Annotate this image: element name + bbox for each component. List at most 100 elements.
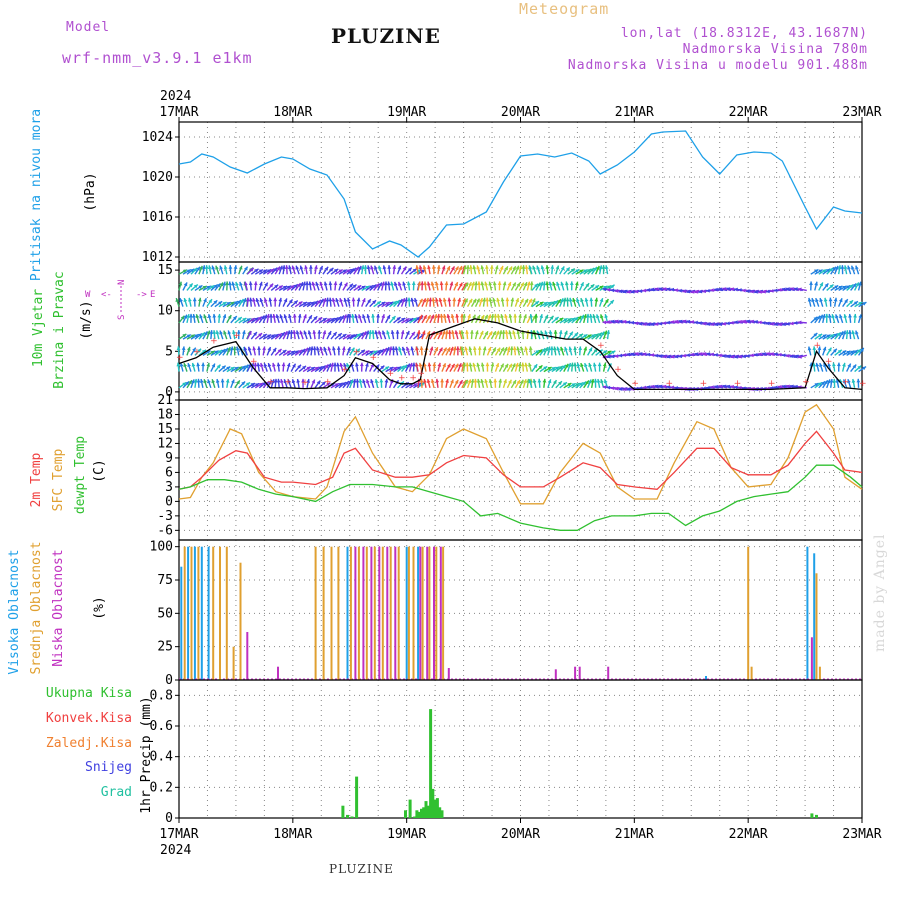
wind-arrow-head: [839, 331, 844, 336]
wind-arrow-head: [658, 354, 663, 358]
wind-arrow-head: [662, 354, 667, 359]
wind-arrow-head: [203, 298, 207, 303]
wind-arrow-head: [592, 362, 597, 367]
wind-arrow-head: [324, 266, 329, 271]
wind-arrow-head: [538, 365, 543, 370]
cloud-bar: [365, 546, 368, 680]
wind-arrow-head: [386, 281, 391, 286]
wind-arrow-head: [690, 289, 695, 294]
wind-arrow-head: [468, 298, 473, 303]
wind-arrow-head: [242, 298, 247, 303]
wind-arrow-head: [722, 321, 726, 326]
wind-arrow-head: [419, 346, 424, 351]
wind-arrow-head: [240, 299, 244, 303]
wind-arrow-head: [222, 314, 227, 319]
wind-arrow-head: [654, 322, 659, 326]
wind-arrow-head: [853, 301, 858, 305]
wind-arrow-head: [395, 330, 400, 334]
wind-arrow-head: [750, 289, 754, 294]
wind-arrow-head: [507, 282, 512, 286]
temperature-ytick-label: 0: [165, 494, 173, 509]
cloud-bar: [354, 546, 357, 680]
wind-arrow-head: [303, 330, 308, 335]
wind-arrow-head: [762, 289, 767, 294]
wind-arrow-head: [540, 330, 544, 335]
wind-arrow-head: [319, 281, 324, 286]
wind-arrow-head: [730, 384, 734, 389]
wind-arrow-head: [686, 353, 690, 358]
wind-arrow-head: [574, 332, 579, 337]
precip-bar: [417, 811, 421, 818]
wind-arrow-head: [258, 333, 263, 337]
wind-arrow-head: [307, 330, 312, 335]
wind-arrow-head: [328, 281, 333, 286]
wind-arrow-head: [206, 330, 211, 335]
wind-arrow-head: [235, 281, 239, 286]
coords-label: lon,lat (18.8312E, 43.1687N): [620, 26, 868, 41]
wind-arrow-head: [562, 382, 567, 386]
wind-arrow-head: [380, 365, 385, 370]
wind-arrow-head: [702, 289, 707, 294]
wind-arrow-head: [326, 382, 331, 387]
cloud-bar: [357, 546, 360, 680]
wind-arrow-head: [343, 297, 348, 302]
wind-arrow-head: [858, 302, 863, 306]
wind-arrow-head: [572, 298, 576, 302]
wind-arrow-head: [847, 265, 851, 270]
wind-arrow-head: [654, 287, 659, 292]
wind-arrow-head: [199, 379, 204, 383]
cloud-bar: [183, 546, 186, 680]
wind-arrow-head: [578, 346, 583, 351]
wind-arrow-head: [246, 318, 251, 322]
bottom-year: 2024: [160, 843, 191, 858]
wind-arrow-head: [706, 288, 710, 293]
wind-arrow-head: [465, 330, 469, 334]
wind-arrow-head: [454, 379, 459, 384]
wind-arrow-head: [176, 362, 181, 367]
wind-arrow-head: [567, 318, 572, 322]
cloud-bar: [187, 546, 190, 680]
wind-arrow-head: [738, 354, 743, 359]
wind-arrow-head: [460, 346, 465, 351]
wind-arrow-head: [520, 282, 524, 287]
cloud-bar: [815, 573, 818, 680]
wind-arrow-head: [508, 363, 512, 368]
wind-arrow-head: [386, 330, 390, 335]
wind-arrow-head: [600, 379, 604, 384]
wind-arrow-head: [662, 321, 666, 326]
top-date-tick: 23MAR: [842, 105, 881, 120]
wind-arrow-head: [323, 281, 328, 286]
wind-arrow-head: [242, 318, 247, 322]
wind-arrow-head: [223, 265, 228, 270]
wind-arrow-head: [599, 285, 604, 290]
wind-arrow-head: [230, 367, 235, 371]
wind-arrow-head: [263, 363, 268, 368]
wind-arrow-head: [686, 319, 691, 324]
wind-arrow-head: [186, 314, 191, 318]
wind-arrow-head: [365, 362, 369, 367]
wind-arrow-head: [826, 334, 831, 339]
wind-arrow-head: [458, 282, 463, 287]
wind-arrow-head: [440, 378, 445, 383]
wind-arrow-head: [198, 285, 203, 289]
wind-arrow-head: [401, 346, 406, 351]
wind-arrow-head: [390, 281, 395, 286]
precip-bar: [426, 805, 430, 818]
wind-arrow-head: [588, 347, 593, 352]
cloud-bar: [407, 546, 410, 680]
wind-arrow-head: [417, 269, 422, 273]
wind-arrow-head: [189, 313, 193, 318]
wind-arrow-head: [211, 363, 216, 368]
wind-arrow-head: [765, 321, 770, 326]
wind-arrow-head: [202, 285, 207, 290]
wind-arrow-head: [451, 330, 455, 335]
wind-arrow-head: [543, 302, 548, 306]
wind-arrow-head: [521, 265, 526, 269]
wind-arrow-head: [604, 314, 609, 319]
cloud-bar: [578, 666, 581, 680]
wind-arrow-head: [585, 283, 590, 288]
wind-arrow-head: [346, 297, 351, 302]
wind-arrow-head: [334, 268, 339, 273]
altitude-label: Nadmorska Visina 780m: [682, 42, 868, 57]
wind-arrow-head: [543, 366, 548, 371]
